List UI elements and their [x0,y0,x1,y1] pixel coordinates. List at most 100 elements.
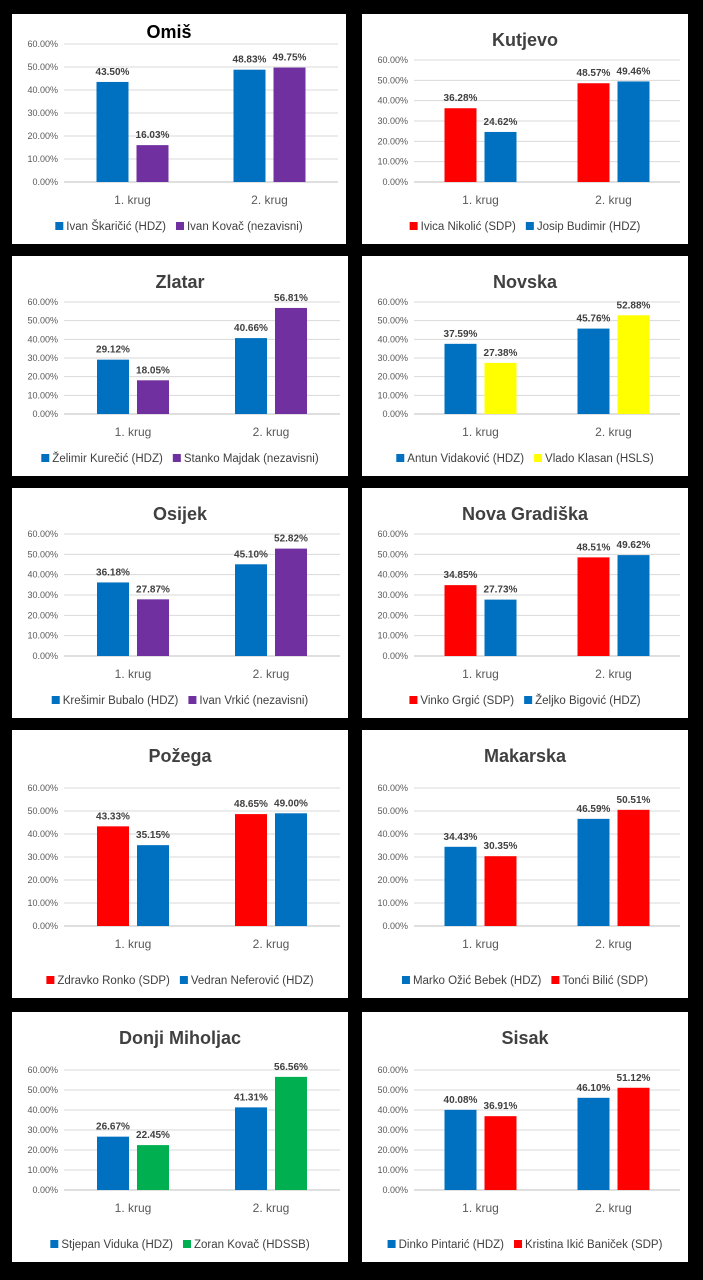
legend-swatch [409,222,418,230]
y-tick-label: 0.00% [382,921,408,931]
data-label: 45.10% [234,549,268,560]
y-tick-label: 30.00% [27,353,58,363]
bar [617,555,650,656]
chart-panel-makarska: Makarska 0.00% 10.00% 20.00% 30.00% 40.00% 50.… [362,730,688,998]
bar [577,1097,610,1190]
y-tick-label: 40.00% [27,570,58,580]
y-tick-label: 10.00% [377,631,408,641]
y-tick-label: 20.00% [27,875,58,885]
y-tick-label: 50.00% [27,62,58,72]
y-tick-label: 20.00% [377,875,408,885]
y-tick-label: 30.00% [377,353,408,363]
category-label: 2. krug [595,1201,632,1215]
chart-svg: Donji Miholjac 0.00% 10.00% 20.00% 30.00% 40.… [27,1028,340,1251]
data-label: 50.51% [617,795,651,806]
y-tick-label: 50.00% [27,316,58,326]
bar [273,67,306,182]
y-tick-label: 10.00% [27,898,58,908]
bar [136,145,169,182]
category-label: 1. krug [462,937,499,951]
bar [137,599,169,656]
category-label: 1. krug [115,425,152,439]
data-label: 30.35% [484,841,518,852]
y-tick-label: 40.00% [27,829,58,839]
y-tick-label: 50.00% [27,1085,58,1095]
y-tick-label: 30.00% [377,116,408,126]
data-label: 40.66% [234,323,268,334]
chart-panel-osijek: Osijek 0.00% 10.00% 20.00% 30.00% 40.00% 50.00… [12,488,348,718]
y-tick-label: 30.00% [377,1125,408,1135]
chart-title: Kutjevo [492,30,558,50]
y-tick-label: 20.00% [27,610,58,620]
legend-swatch [175,222,184,230]
y-tick-label: 40.00% [27,85,58,95]
bar [275,548,307,656]
bar [484,1116,517,1190]
legend: Marko Ožić Bebek (HDZ) Tonći Bilić (SDP) [401,975,648,987]
chart-title: Nova Gradiška [462,504,589,524]
category-label: 2. krug [595,425,632,439]
legend-label: Zoran Kovač (HDSSB) [194,1239,310,1251]
y-tick-label: 10.00% [377,1165,408,1175]
chart-panel-omis: Omiš 0.00% 10.00% 20.00% 30.00% 40.00% 50.00% 6… [12,14,346,244]
y-tick-label: 60.00% [377,55,408,65]
legend-label: Kristina Ikić Baniček (SDP) [525,1239,663,1251]
chart-svg: Omiš 0.00% 10.00% 20.00% 30.00% 40.00% 50.00% 6… [27,22,338,233]
chart-svg: Nova Gradiška 0.00% 10.00% 20.00% 30.00% 40.0… [377,504,680,707]
data-label: 36.91% [484,1101,518,1112]
y-tick-label: 40.00% [377,1105,408,1115]
data-label: 46.59% [577,804,611,815]
y-tick-label: 0.00% [32,1185,58,1195]
y-tick-label: 60.00% [27,1065,58,1075]
chart-title: Zlatar [155,272,204,292]
legend-swatch [41,454,50,462]
category-label: 2. krug [253,425,290,439]
y-tick-label: 50.00% [377,806,408,816]
bar [137,845,169,926]
chart-panel-nova-gradiska: Nova Gradiška 0.00% 10.00% 20.00% 30.00% 40.0… [362,488,688,718]
data-label: 52.88% [617,300,651,311]
chart-title: Makarska [484,746,567,766]
y-tick-label: 40.00% [377,334,408,344]
y-tick-label: 60.00% [27,529,58,539]
legend-label: Vinko Grgić (SDP) [420,695,514,707]
legend-label: Ivan Kovač (nezavisni) [187,221,303,233]
data-label: 48.57% [577,68,611,79]
legend-swatch [387,1240,396,1248]
data-label: 27.73% [484,585,518,596]
data-label: 37.59% [444,329,478,340]
legend-swatch [401,976,410,984]
category-label: 2. krug [253,667,290,681]
bar [484,131,517,182]
category-label: 2. krug [595,193,632,207]
chart-panel-pozega: Požega 0.00% 10.00% 20.00% 30.00% 40.00% 50.00… [12,730,348,998]
y-tick-label: 60.00% [27,297,58,307]
y-tick-label: 50.00% [377,1085,408,1095]
bar [444,585,477,656]
legend-label: Ivica Nikolić (SDP) [421,221,516,233]
bar [444,343,477,414]
legend-swatch [188,696,197,704]
y-tick-label: 60.00% [377,1065,408,1075]
y-tick-label: 0.00% [32,177,58,187]
category-label: 1. krug [462,193,499,207]
y-tick-label: 50.00% [377,549,408,559]
legend: Ivan Škaričić (HDZ) Ivan Kovač (nezavisni… [55,220,303,233]
legend-label: Josip Budimir (HDZ) [537,221,641,233]
legend-swatch [525,222,534,230]
chart-title: Omiš [146,22,191,42]
category-label: 1. krug [115,1201,152,1215]
data-label: 18.05% [136,365,170,376]
bar [137,380,169,414]
y-tick-label: 20.00% [27,372,58,382]
y-tick-label: 20.00% [27,131,58,141]
y-tick-label: 0.00% [382,1185,408,1195]
bar [97,582,129,656]
legend-label: Stanko Majdak (nezavisni) [184,453,319,465]
bar [484,856,517,926]
chart-panel-novska: Novska 0.00% 10.00% 20.00% 30.00% 40.00% 50.00… [362,256,688,476]
data-label: 27.38% [484,348,518,359]
chart-title: Donji Miholjac [119,1028,241,1048]
chart-title: Sisak [501,1028,549,1048]
legend: Ivica Nikolić (SDP) Josip Budimir (HDZ) [409,221,641,233]
